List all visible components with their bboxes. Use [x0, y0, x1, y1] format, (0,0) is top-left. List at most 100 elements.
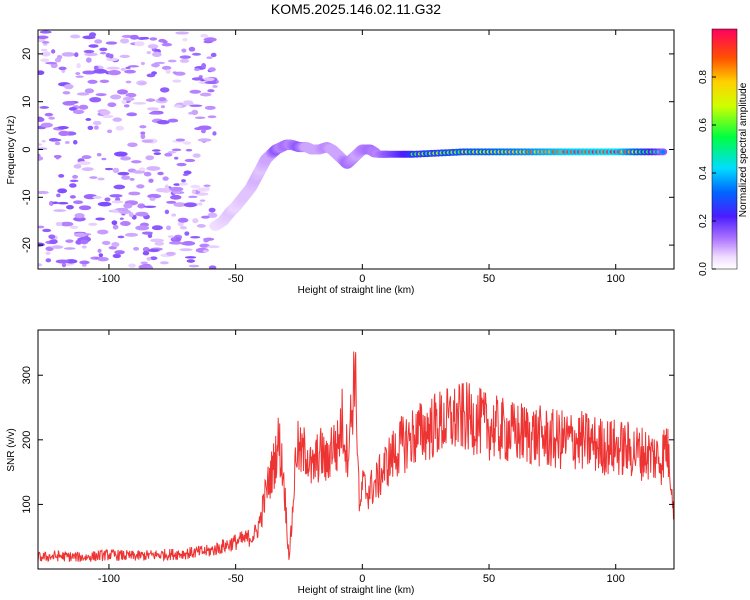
- snr-y-tick-label: 300: [21, 366, 33, 384]
- spectrogram-y-axis-label: Frequency (Hz): [6, 116, 17, 185]
- spectrogram-noise-blob: [202, 249, 209, 253]
- spectrogram-noise-blob: [110, 209, 119, 213]
- spectrogram-y-tick-label: 10: [21, 96, 33, 108]
- spectrogram-noise-blob: [167, 59, 177, 63]
- spectrogram-noise-blob: [166, 200, 177, 204]
- spectrogram-noise-blob: [145, 98, 156, 102]
- spectrogram-noise-blob: [172, 79, 182, 83]
- spectrogram-noise-blob: [172, 190, 181, 195]
- colorbar-tick-label: 0.0: [698, 262, 709, 276]
- spectrogram-noise-blob: [167, 118, 179, 123]
- spectrogram-noise-blob: [147, 193, 162, 199]
- spectrogram-noise-blob: [57, 201, 69, 205]
- spectrogram-noise-blob: [182, 37, 188, 42]
- spectrogram-noise-blob: [189, 104, 203, 107]
- spectrogram-noise-blob: [212, 131, 217, 136]
- spectrogram-noise-blob: [182, 102, 194, 106]
- spectrogram-noise-blob: [137, 203, 146, 209]
- snr-y-tick-label: 100: [21, 495, 33, 513]
- spectrogram-noise-blob: [98, 253, 104, 258]
- spectrogram-x-tick-label: 100: [607, 273, 625, 285]
- spectrogram-noise-blob: [199, 92, 212, 97]
- spectrogram-noise-blob: [41, 139, 46, 143]
- spectrogram-noise-blob: [111, 220, 118, 226]
- spectrogram-noise-blob: [179, 248, 193, 252]
- spectrogram-noise-blob: [88, 44, 99, 48]
- spectrogram-noise-blob: [192, 218, 199, 224]
- spectrogram-noise-blob: [74, 52, 79, 58]
- spectrogram-noise-blob: [148, 178, 154, 183]
- spectrogram-noise-blob: [120, 156, 132, 161]
- spectrogram-noise-blob: [48, 234, 56, 240]
- spectrogram-noise-blob: [125, 232, 139, 237]
- spectrogram-noise-blob: [156, 120, 170, 125]
- spectrogram-noise-blob: [203, 184, 211, 188]
- snr-x-tick-label: -50: [228, 573, 244, 585]
- spectrogram-noise-blob: [45, 258, 52, 263]
- spectrogram-noise-blob: [54, 141, 61, 146]
- spectrogram-noise-blob: [197, 138, 212, 142]
- spectrogram-noise-blob: [72, 109, 85, 115]
- spectrogram-noise-blob: [188, 264, 200, 268]
- snr-x-tick-label: 0: [359, 573, 365, 585]
- spectrogram-noise-blob: [38, 156, 44, 161]
- spectrogram-noise-blob: [40, 122, 53, 128]
- spectrogram-noise-blob: [140, 131, 146, 135]
- spectrogram-noise-blob: [141, 139, 154, 143]
- spectrogram-noise-blob: [110, 94, 122, 100]
- spectrogram-noise-blob: [79, 260, 90, 265]
- spectrogram-noise-blob: [173, 104, 183, 108]
- spectrogram-noise-blob: [194, 116, 206, 120]
- spectrogram-noise-blob: [69, 179, 79, 183]
- spectrogram-noise-blob: [97, 229, 109, 235]
- spectrogram-noise-blob: [112, 224, 119, 230]
- spectrogram-noise-blob: [207, 89, 215, 93]
- spectrogram-noise-blob: [143, 171, 152, 177]
- spectrogram-noise-blob: [77, 161, 91, 166]
- spectrogram-noise-blob: [88, 32, 97, 38]
- spectrogram-noise-blob: [183, 202, 197, 208]
- spectrogram-noise-blob: [127, 142, 138, 148]
- spectrogram-noise-blob: [147, 248, 160, 253]
- spectrogram-noise-blob: [72, 140, 78, 145]
- spectrogram-noise-blob: [140, 36, 150, 40]
- spectrogram-noise-blob: [140, 261, 148, 265]
- spectrogram-noise-blob: [181, 48, 187, 53]
- spectrogram-noise-blob: [132, 102, 147, 105]
- spectrogram-noise-blob: [128, 263, 136, 268]
- spectrogram-noise-blob: [119, 38, 130, 44]
- spectrogram-noise-blob: [85, 118, 92, 121]
- spectrogram-noise-blob: [204, 186, 210, 192]
- spectrogram-noise-blob: [201, 128, 206, 134]
- spectrogram-noise-blob: [87, 125, 94, 130]
- spectrogram-noise-blob: [174, 156, 179, 160]
- spectrogram-noise-blob: [208, 207, 216, 213]
- spectrogram-noise-blob: [161, 42, 173, 47]
- spectrogram-noise-blob: [154, 241, 165, 246]
- spectrogram-noise-blob: [164, 184, 169, 190]
- spectrogram-noise-blob: [121, 175, 131, 180]
- spectrogram-noise-blob: [128, 212, 134, 218]
- spectrogram-noise-blob: [66, 205, 74, 210]
- spectrogram-noise-blob: [125, 92, 137, 98]
- spectrogram-noise-blob: [140, 61, 145, 66]
- spectrogram-noise-blob: [40, 48, 48, 52]
- spectrogram-noise-blob: [107, 102, 117, 108]
- spectrogram-noise-blob: [114, 250, 125, 255]
- spectrogram-noise-blob: [76, 63, 81, 69]
- spectrogram-noise-blob: [89, 97, 102, 103]
- spectrogram-noise-blob: [126, 112, 138, 117]
- spectrogram-noise-blob: [182, 141, 192, 145]
- spectrogram-noise-blob: [190, 184, 201, 189]
- spectrogram-noise-blob: [76, 92, 90, 96]
- spectrogram-noise-blob: [184, 158, 196, 163]
- spectrogram-noise-blob: [134, 41, 145, 47]
- spectrogram-noise-blob: [147, 44, 159, 49]
- spectrogram-noise-blob: [93, 68, 108, 74]
- spectrogram-noise-blob: [52, 201, 59, 205]
- spectrogram-noise-blob: [151, 63, 160, 68]
- spectrogram-noise-blob: [74, 232, 87, 238]
- spectrogram-noise-blob: [107, 69, 121, 76]
- spectrogram-noise-blob: [100, 51, 107, 55]
